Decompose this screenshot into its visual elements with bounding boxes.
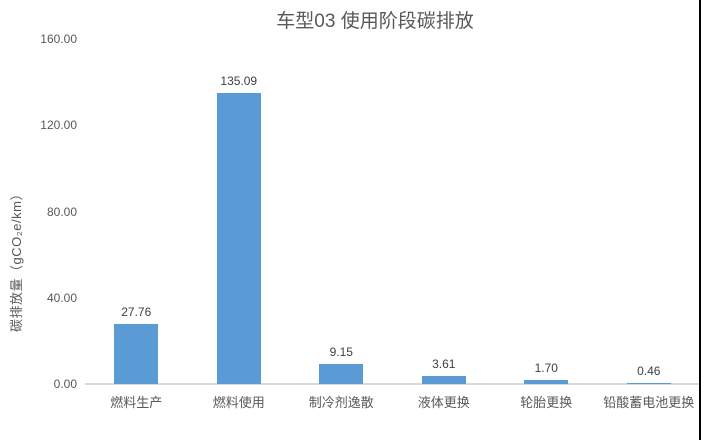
bar bbox=[421, 376, 466, 384]
x-category-label: 液体更换 bbox=[417, 395, 470, 410]
bar-value-label: 9.15 bbox=[329, 345, 353, 360]
bar-value-label: 3.61 bbox=[432, 357, 456, 372]
y-tick-label: 80.00 bbox=[46, 204, 77, 219]
y-tick-label: 40.00 bbox=[46, 290, 77, 305]
chart-title: 车型03 使用阶段碳排放 bbox=[276, 11, 474, 32]
x-category-label: 铅酸蓄电池更换 bbox=[603, 395, 695, 410]
x-category-label: 制冷剂逸散 bbox=[308, 395, 374, 410]
x-category-label: 燃料使用 bbox=[212, 395, 265, 410]
bar-value-label: 135.09 bbox=[220, 73, 258, 88]
bar-value-label: 27.76 bbox=[121, 305, 152, 320]
bar bbox=[524, 380, 569, 384]
bar-value-label: 0.46 bbox=[637, 364, 661, 378]
bar bbox=[216, 92, 261, 384]
bar bbox=[626, 383, 671, 384]
y-tick-label: 0.00 bbox=[53, 377, 77, 391]
bar bbox=[114, 324, 159, 384]
x-axis-line bbox=[85, 383, 700, 385]
bar-value-label: 1.70 bbox=[534, 361, 558, 376]
x-category-label: 燃料生产 bbox=[110, 395, 163, 410]
bar bbox=[319, 364, 364, 384]
right-border-line bbox=[699, 0, 701, 440]
y-tick-label: 120.00 bbox=[40, 118, 77, 133]
y-tick-label: 160.00 bbox=[40, 32, 77, 46]
x-category-label: 轮胎更换 bbox=[520, 395, 573, 410]
